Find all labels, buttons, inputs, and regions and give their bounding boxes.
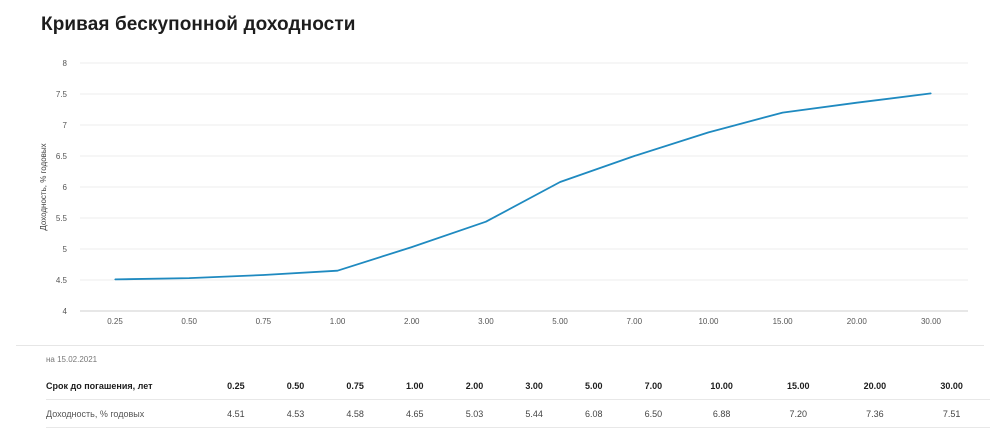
as-of-date: на 15.02.2021 (46, 355, 98, 364)
x-tick-label: 3.00 (478, 317, 494, 326)
y-tick-label: 7 (63, 121, 68, 130)
yield-cell: 5.03 (444, 399, 505, 428)
x-tick-label: 10.00 (698, 317, 719, 326)
yield-cell: 6.88 (683, 399, 760, 428)
yield-table: Срок до погашения, лет 0.25 0.50 0.75 1.00 2… (46, 372, 990, 428)
y-tick-label: 4 (63, 307, 68, 316)
data-point (559, 181, 561, 183)
data-point (782, 112, 784, 114)
x-tick-label: 0.25 (107, 317, 123, 326)
maturity-cell: 15.00 (759, 372, 837, 400)
data-point (262, 274, 264, 276)
y-tick-labels: 4 4.5 5 5.5 6 6.5 7 7.5 8 (56, 59, 68, 316)
yield-cell: 6.50 (623, 399, 684, 428)
data-point (485, 221, 487, 223)
maturity-cell: 3.00 (504, 372, 564, 400)
data-point (930, 92, 932, 94)
yield-cell: 5.44 (504, 399, 564, 428)
data-point (856, 102, 858, 104)
data-point (336, 270, 339, 272)
maturity-cell: 0.50 (265, 372, 326, 400)
maturity-cell: 0.75 (325, 372, 385, 400)
y-tick-label: 5.5 (56, 214, 68, 223)
x-tick-label: 30.00 (921, 317, 942, 326)
x-tick-label: 1.00 (330, 317, 346, 326)
maturity-cell: 2.00 (444, 372, 505, 400)
yield-cell: 4.51 (206, 399, 266, 428)
x-tick-label: 20.00 (847, 317, 868, 326)
maturity-cell: 20.00 (836, 372, 914, 400)
y-tick-label: 6.5 (56, 152, 68, 161)
y-tick-label: 8 (63, 59, 68, 68)
maturity-cell: 7.00 (623, 372, 684, 400)
yield-cell: 4.58 (325, 399, 385, 428)
maturity-cell: 0.25 (206, 372, 266, 400)
data-point (114, 278, 116, 280)
maturity-cell: 5.00 (563, 372, 624, 400)
x-tick-labels: 0.25 0.50 0.75 1.00 2.00 3.00 5.00 7.00 10.00 15.… (107, 317, 941, 326)
series-group (114, 92, 932, 281)
yield-row: Доходность, % годовых 4.51 4.53 4.58 4.65 5.… (46, 399, 990, 428)
x-tick-label: 5.00 (552, 317, 568, 326)
x-tick-label: 7.00 (626, 317, 642, 326)
x-tick-label: 0.75 (256, 317, 272, 326)
maturity-cell: 30.00 (913, 372, 990, 400)
yield-cell: 7.51 (913, 399, 990, 428)
x-tick-label: 15.00 (773, 317, 794, 326)
maturity-cell: 1.00 (384, 372, 445, 400)
yield-cell: 7.36 (836, 399, 914, 428)
yield-curve-chart: 4 4.5 5 5.5 6 6.5 7 7.5 8 0.25 0.50 0.75 1.00 2.00 3.… (39, 59, 968, 326)
y-axis-label: Доходность, % годовых (39, 143, 48, 230)
yield-cell: 7.20 (759, 399, 837, 428)
maturity-row: Срок до погашения, лет 0.25 0.50 0.75 1.00 2… (46, 372, 990, 400)
data-point (707, 131, 710, 134)
y-tick-label: 7.5 (56, 90, 68, 99)
yield-cell: 6.08 (563, 399, 624, 428)
y-tick-label: 4.5 (56, 276, 68, 285)
yield-cell: 4.65 (384, 399, 445, 428)
y-tick-label: 5 (63, 245, 68, 254)
data-point (188, 277, 190, 279)
data-point (633, 155, 635, 157)
grid-lines (80, 62, 968, 312)
yield-table-panel: на 15.02.2021 Срок до погашения, лет 0.2… (16, 345, 990, 435)
maturity-cell: 10.00 (683, 372, 760, 400)
x-tick-label: 2.00 (404, 317, 420, 326)
series-line (114, 92, 932, 281)
yield-cell: 4.53 (265, 399, 326, 428)
x-tick-label: 0.50 (181, 317, 197, 326)
data-point (411, 246, 413, 248)
chart-title: Кривая бескупонной доходности (41, 14, 356, 35)
maturity-row-label: Срок до погашения, лет (46, 372, 206, 400)
y-tick-label: 6 (63, 183, 68, 192)
yield-row-label: Доходность, % годовых (46, 399, 206, 428)
